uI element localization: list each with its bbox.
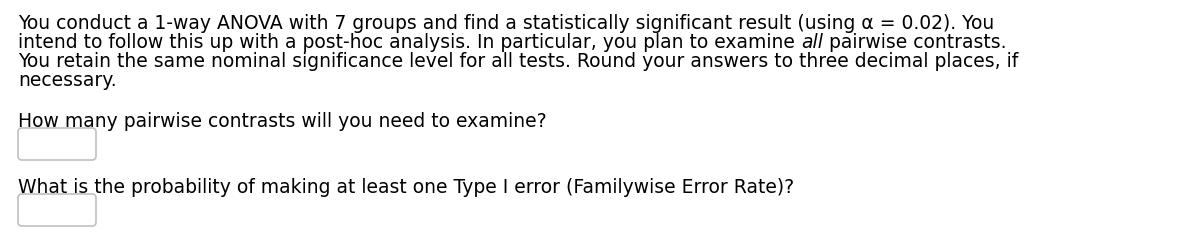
Text: What is the probability of making at least one Type I error (Familywise Error Ra: What is the probability of making at lea… [18,178,794,197]
Text: pairwise contrasts.: pairwise contrasts. [823,33,1007,52]
FancyBboxPatch shape [18,194,96,226]
Text: intend to follow this up with a post-hoc analysis. In particular, you plan to ex: intend to follow this up with a post-hoc… [18,33,800,52]
FancyBboxPatch shape [18,128,96,160]
Text: How many pairwise contrasts will you need to examine?: How many pairwise contrasts will you nee… [18,112,547,131]
Text: all: all [800,33,823,52]
Text: You conduct a 1-way ANOVA with 7 groups and find a statistically significant res: You conduct a 1-way ANOVA with 7 groups … [18,14,995,33]
Text: You retain the same nominal significance level for all tests. Round your answers: You retain the same nominal significance… [18,52,1019,71]
Text: necessary.: necessary. [18,71,116,90]
